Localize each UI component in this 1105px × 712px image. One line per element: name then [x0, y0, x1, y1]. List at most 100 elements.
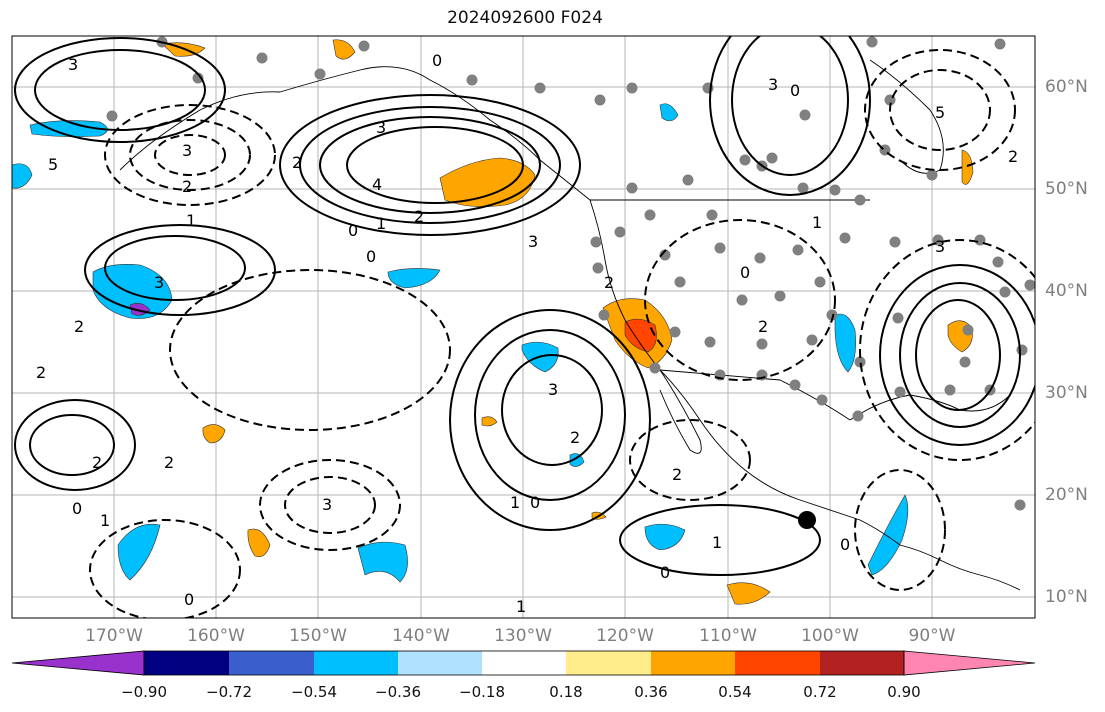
storm-center-marker	[798, 511, 816, 529]
lon-label-150w: 150°W	[289, 626, 347, 646]
fill-red-california	[624, 318, 657, 353]
border-us-mexico	[659, 369, 851, 421]
colorbar-bin	[229, 651, 314, 675]
colorbar-tick-label: 0.18	[549, 683, 583, 701]
contour-label: 1	[812, 213, 822, 232]
contour-label: 1	[712, 533, 722, 552]
shaded-fields	[12, 39, 974, 605]
lat-label-50n: 50°N	[1045, 179, 1088, 199]
contour-label: 1	[510, 493, 520, 512]
contour-label: 2	[182, 177, 192, 196]
contour-label: 2	[92, 453, 102, 472]
contours-negative	[89, 49, 1035, 618]
coastline-west-coast	[589, 199, 901, 546]
contour-label: 4	[372, 175, 382, 194]
colorbar-tick-label: −0.18	[459, 683, 505, 701]
lon-label-120w: 120°W	[596, 626, 654, 646]
lat-label-40n: 40°N	[1045, 281, 1088, 301]
colorbar-extend-low	[11, 650, 145, 676]
colorbar-tick-label: −0.36	[375, 683, 421, 701]
contour-label: 2	[672, 465, 682, 484]
colorbar-tick-label: 0.90	[887, 683, 921, 701]
fill-orange-small-2	[247, 528, 271, 558]
station-markers	[106, 36, 1035, 511]
fill-blue-small-2	[659, 103, 679, 122]
contours-positive	[14, 36, 1035, 576]
fill-orange-small-3	[726, 582, 771, 605]
lat-label-10n: 10°N	[1045, 587, 1088, 607]
contour-label: 3	[935, 237, 945, 256]
contour-label: 2	[758, 317, 768, 336]
contour-label: 3	[182, 141, 192, 160]
fill-orange-small-8	[481, 416, 498, 427]
coastline-baja	[659, 369, 702, 454]
fill-blue-south-1	[117, 523, 161, 581]
colorbar	[11, 650, 1036, 676]
lon-label-170w: 170°W	[85, 626, 143, 646]
fill-blue-small-1	[569, 453, 585, 467]
fill-blue-central-america	[867, 494, 909, 576]
colorbar-tick-label: −0.90	[121, 683, 167, 701]
contour-label: 0	[840, 535, 850, 554]
fill-blue-southwest-us	[834, 313, 856, 373]
colorbar-tick-label: 0.54	[718, 683, 752, 701]
contour-label: 1	[376, 214, 386, 233]
colorbar-bin	[482, 651, 566, 675]
contour-label: 2	[1008, 147, 1018, 166]
lat-label-30n: 30°N	[1045, 383, 1088, 403]
contour-label: 0	[432, 51, 442, 70]
contour-label: 0	[366, 247, 376, 266]
colorbar-tick-label: 0.36	[634, 683, 668, 701]
coastline-hudson	[869, 59, 944, 174]
map-title: 2024092600 F024	[447, 8, 603, 28]
fill-blue-south-3	[644, 523, 686, 551]
colorbar-bin	[820, 651, 904, 675]
lon-label-90w: 90°W	[908, 626, 956, 646]
contour-label: 0	[348, 221, 358, 240]
colorbar-bin	[398, 651, 482, 675]
contour-label: 0	[72, 499, 82, 518]
fill-orange-small-6	[961, 149, 974, 185]
contour-label: 2	[570, 428, 580, 447]
contour-label: 0	[740, 263, 750, 282]
lon-label-130w: 130°W	[494, 626, 552, 646]
colorbar-bin	[651, 651, 735, 675]
contour-label: 1	[516, 597, 526, 616]
contour-label: 3	[768, 75, 778, 94]
contour-label: 2	[604, 273, 614, 292]
lon-label-110w: 110°W	[699, 626, 757, 646]
contour-label: 3	[68, 55, 78, 74]
contour-label: 1	[100, 511, 110, 530]
lon-label-160w: 160°W	[187, 626, 245, 646]
colorbar-bin	[566, 651, 651, 675]
contour-label: 2	[164, 453, 174, 472]
lat-label-20n: 20°N	[1045, 485, 1088, 505]
fill-orange-small-1	[202, 424, 226, 444]
colorbar-bin	[735, 651, 820, 675]
fill-orange-small-5	[332, 39, 356, 60]
contour-label: 2	[74, 317, 84, 336]
colorbar-tick-label: −0.54	[291, 683, 337, 701]
contour-label: 5	[935, 103, 945, 122]
contour-label: 5	[48, 155, 58, 174]
contour-label: 3	[528, 232, 538, 251]
coastline-alaska	[119, 66, 591, 201]
fill-blue-mid-pacific	[387, 268, 441, 289]
colorbar-extend-high	[903, 650, 1036, 676]
contour-label: 0	[660, 563, 670, 582]
contour-labels: 3 2 1 3 4 2 1 0 3 2 3 1 0 1 2 0 1 3 0 3 …	[36, 51, 1018, 616]
colorbar-bin	[314, 651, 398, 675]
fill-orange-gulf-alaska	[439, 157, 536, 207]
contour-label: 3	[154, 273, 164, 292]
colorbar-bin	[144, 651, 229, 675]
colorbar-outline	[143, 650, 905, 676]
fill-blue-nw-2	[12, 163, 33, 189]
contour-label: 3	[548, 380, 558, 399]
lon-label-100w: 100°W	[801, 626, 859, 646]
coastline-central-america	[899, 544, 1021, 591]
contour-label: 3	[376, 118, 386, 137]
contour-label: 2	[292, 153, 302, 172]
lat-label-60n: 60°N	[1045, 77, 1088, 97]
graticule	[12, 36, 1035, 618]
